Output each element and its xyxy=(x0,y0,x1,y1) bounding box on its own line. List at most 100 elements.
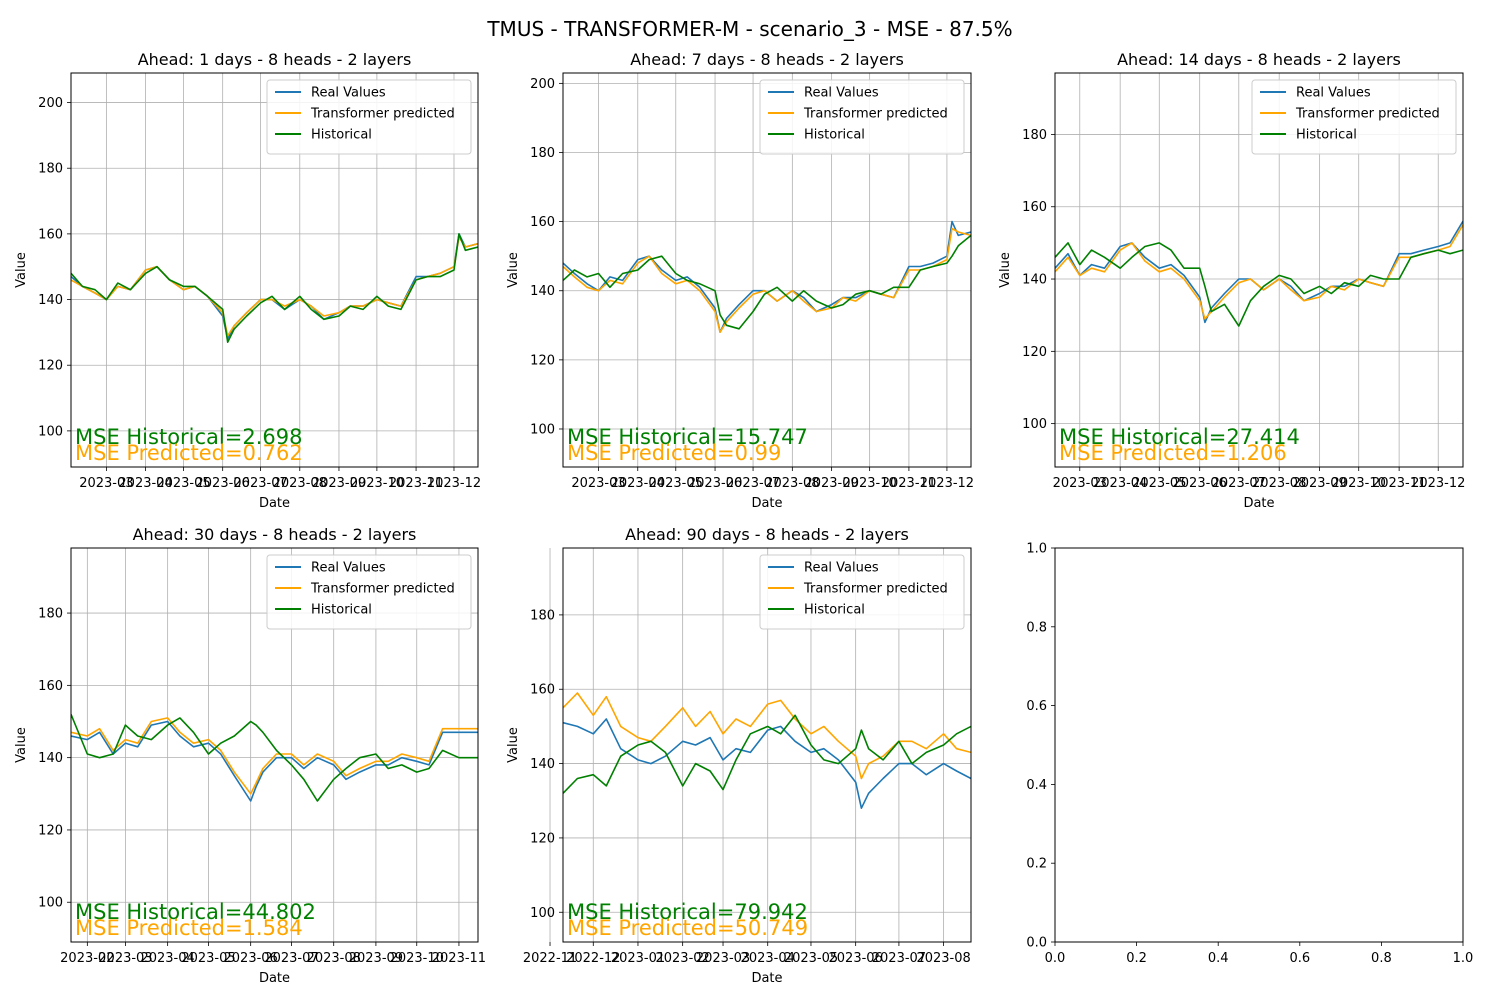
y-tick-label: 140 xyxy=(38,293,63,308)
x-tick-label: 2023-08 xyxy=(273,476,327,491)
series-line-3 xyxy=(563,234,971,330)
x-tick-label: 2023-04 xyxy=(611,476,665,491)
mse-annotation-2: MSE Predicted=1.206 xyxy=(1059,441,1287,465)
y-tick-label: 160 xyxy=(38,227,63,242)
plot-area xyxy=(1055,548,1463,942)
y-tick-label: 100 xyxy=(38,896,63,911)
chart-panel-2: 2023-032023-042023-052023-062023-072023-… xyxy=(506,50,974,511)
legend-entry-3: Historical xyxy=(804,128,865,143)
legend-entry-1: Real Values xyxy=(311,86,386,101)
legend-entry-1: Real Values xyxy=(804,561,879,576)
legend: Real Values Transformer predicted Historic… xyxy=(759,554,965,630)
series-line-2 xyxy=(563,692,971,780)
mse-annotation-1: MSE Historical=27.414 xyxy=(1059,425,1300,449)
x-tick-label: 0.0 xyxy=(1045,951,1066,966)
x-tick-label: 2023-04 xyxy=(140,951,194,966)
legend: Real Values Transformer predicted Historic… xyxy=(1251,79,1457,155)
x-tick-label: 2023-11 xyxy=(389,476,443,491)
x-tick-label: 2023-06 xyxy=(196,476,250,491)
y-axis-label: Value xyxy=(998,252,1013,288)
mse-annotation-2: MSE Predicted=0.762 xyxy=(75,441,303,465)
x-tick-label: 2023-05 xyxy=(156,476,210,491)
mse-annotation-1: MSE Historical=15.747 xyxy=(567,425,808,449)
plot-frame xyxy=(1054,547,1464,943)
y-tick-label: 140 xyxy=(530,757,555,772)
x-axis-label: Date xyxy=(751,496,782,511)
x-tick-label: 2023-02 xyxy=(655,951,709,966)
plot-frame xyxy=(562,547,972,943)
x-tick-label: 2023-06 xyxy=(224,951,278,966)
x-tick-label: 2023-06 xyxy=(688,476,742,491)
y-tick-label: 180 xyxy=(530,608,555,623)
x-tick-label: 2023-07 xyxy=(726,476,780,491)
x-tick-label: 2023-03 xyxy=(571,476,625,491)
x-tick-label: 1.0 xyxy=(1453,951,1474,966)
x-tick-label: 2023-03 xyxy=(1053,476,1107,491)
y-axis-label: Value xyxy=(506,727,521,763)
legend: Real Values Transformer predicted Historic… xyxy=(266,79,472,155)
legend-entry-2: Transformer predicted xyxy=(1295,107,1440,122)
x-tick-label: 2023-03 xyxy=(79,476,133,491)
legend-box xyxy=(759,554,965,630)
series-line-2 xyxy=(563,227,971,334)
y-tick-label: 120 xyxy=(530,831,555,846)
y-tick-label: 160 xyxy=(530,683,555,698)
x-tick-label: 0.6 xyxy=(1289,951,1310,966)
y-tick-label: 180 xyxy=(38,162,63,177)
y-tick-label: 0.8 xyxy=(1026,620,1047,635)
series-line-3 xyxy=(563,714,971,794)
series-line-2 xyxy=(1055,224,1463,320)
chart-panel-4: 2023-022023-032023-042023-052023-062023-… xyxy=(14,525,486,986)
y-tick-label: 140 xyxy=(38,751,63,766)
y-tick-label: 100 xyxy=(530,422,555,437)
series-line-1 xyxy=(71,720,478,802)
series-line-3 xyxy=(71,233,478,344)
y-tick-label: 200 xyxy=(530,77,555,92)
panel-title: Ahead: 90 days - 8 heads - 2 layers xyxy=(625,525,909,544)
x-tick-label: 2023-04 xyxy=(1093,476,1147,491)
legend-entry-1: Real Values xyxy=(1296,86,1371,101)
y-tick-label: 100 xyxy=(530,906,555,921)
y-tick-label: 0.0 xyxy=(1026,936,1047,951)
chart-panel-5: 2022-112022-122023-012023-022023-032023-… xyxy=(506,525,972,986)
y-tick-label: 0.2 xyxy=(1026,857,1047,872)
panel-title: Ahead: 7 days - 8 heads - 2 layers xyxy=(630,50,904,69)
y-tick-label: 120 xyxy=(1022,345,1047,360)
panel-title: Ahead: 30 days - 8 heads - 2 layers xyxy=(133,525,417,544)
legend-entry-3: Historical xyxy=(311,603,372,618)
legend-entry-3: Historical xyxy=(1296,128,1357,143)
y-tick-label: 160 xyxy=(530,215,555,230)
y-tick-label: 140 xyxy=(530,284,555,299)
panel-title: Ahead: 1 days - 8 heads - 2 layers xyxy=(138,50,412,69)
x-tick-label: 2023-10 xyxy=(390,951,444,966)
legend-box xyxy=(759,79,965,155)
figure-title: TMUS - TRANSFORMER-M - scenario_3 - MSE … xyxy=(486,17,1012,41)
x-tick-label: 2023-08 xyxy=(1252,476,1306,491)
legend-box xyxy=(266,554,472,630)
chart-panel-6: 0.0 0.2 0.4 0.6 0.8 1.0 0.0 0.2 0.4 0.6 0.8 1.0 xyxy=(1026,542,1473,967)
x-tick-label: 2023-10 xyxy=(350,476,404,491)
y-tick-label: 0.4 xyxy=(1026,778,1047,793)
x-tick-label: 2023-10 xyxy=(1332,476,1386,491)
series-line-2 xyxy=(71,717,478,795)
x-tick-label: 2023-04 xyxy=(118,476,172,491)
x-axis-label: Date xyxy=(259,496,290,511)
mse-annotation-1: MSE Historical=79.942 xyxy=(567,900,808,924)
x-axis-label: Date xyxy=(751,971,782,986)
x-tick-label: 2023-07 xyxy=(233,476,287,491)
y-tick-label: 180 xyxy=(1022,128,1047,143)
mse-annotation-1: MSE Historical=44.802 xyxy=(75,900,316,924)
x-tick-label: 2023-06 xyxy=(1173,476,1227,491)
x-tick-label: 2023-11 xyxy=(432,951,486,966)
x-tick-label: 2023-05 xyxy=(181,951,235,966)
x-tick-label: 2023-05 xyxy=(1132,476,1186,491)
x-tick-label: 2023-05 xyxy=(649,476,703,491)
x-tick-label: 2023-09 xyxy=(312,476,366,491)
chart-panel-3: 2023-032023-042023-052023-062023-072023-… xyxy=(998,50,1465,511)
x-tick-label: 2023-11 xyxy=(1372,476,1426,491)
legend-entry-2: Transformer predicted xyxy=(310,582,455,597)
x-tick-label: 2023-09 xyxy=(349,951,403,966)
x-tick-label: 0.2 xyxy=(1126,951,1147,966)
series-line-3 xyxy=(1055,242,1463,327)
